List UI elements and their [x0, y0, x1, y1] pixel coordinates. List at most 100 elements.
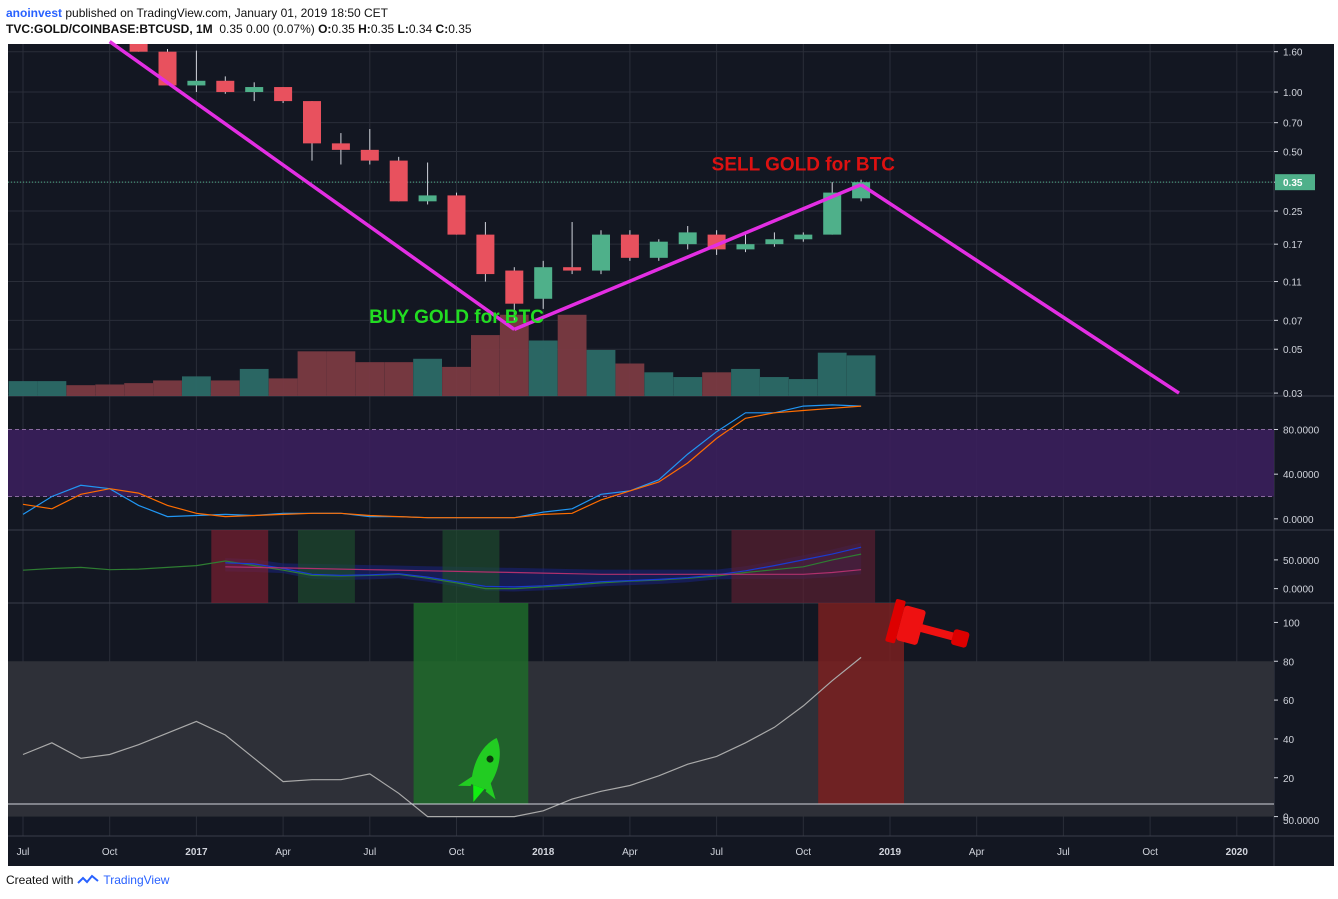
candle-body	[534, 267, 553, 299]
rocket-body	[471, 738, 500, 790]
volume-bar	[37, 381, 67, 396]
ohlc-open: 0.35	[331, 22, 355, 36]
price-tick-label: 0.50	[1283, 148, 1303, 159]
candle-body	[158, 51, 177, 86]
volume-bar	[788, 379, 818, 396]
tradingview-brand-link[interactable]: TradingView	[103, 873, 170, 887]
candle-body	[331, 143, 350, 150]
rocket-icon	[457, 738, 500, 802]
price-tick-label: 1.60	[1283, 48, 1303, 59]
symbol-label: TVC:GOLD/COINBASE:BTCUSD, 1M	[6, 22, 213, 36]
price-tick-label: 0.17	[1283, 240, 1303, 251]
time-tick-label: Oct	[449, 847, 465, 858]
time-tick-label: Jul	[363, 847, 376, 858]
publish-header: anoinvest published on TradingView.com, …	[6, 6, 472, 36]
price-tick-label: 0.70	[1283, 119, 1303, 130]
candle-body	[389, 160, 408, 202]
time-tick-label: 2019	[879, 847, 902, 858]
trendline-1	[513, 183, 862, 332]
volume-bar	[297, 351, 327, 396]
candle-body	[505, 270, 524, 304]
time-tick-label: 2017	[185, 847, 208, 858]
candle-body	[794, 234, 813, 240]
buy-annotation: BUY GOLD for BTC	[369, 307, 544, 328]
volume-bar	[326, 351, 356, 396]
time-tick-label: Jul	[710, 847, 723, 858]
candle-body	[303, 101, 321, 144]
series-line-1-1	[22, 405, 862, 519]
volume-bar	[210, 380, 240, 396]
dmi-cloud	[225, 542, 862, 592]
sell-annotation: SELL GOLD for BTC	[712, 155, 896, 176]
time-tick-label: Jul	[1057, 847, 1070, 858]
axis-tick-label: 0	[1283, 813, 1289, 824]
volume-bar	[528, 340, 558, 396]
volume-bar	[124, 383, 153, 396]
candle-body	[765, 239, 784, 245]
last-price-label: 0.35	[1283, 178, 1303, 189]
publish-info: published on TradingView.com, January 01…	[65, 6, 389, 20]
time-tick-label: 2020	[1226, 847, 1249, 858]
volume-bar	[239, 368, 269, 396]
trendline-2	[860, 183, 1180, 395]
band-fill-3	[8, 661, 1274, 817]
series-line-2-2	[225, 566, 862, 575]
volume-bar	[615, 363, 645, 396]
time-tick-label: Jul	[17, 847, 30, 858]
price-tick-label: 0.11	[1283, 278, 1302, 289]
price-axis-background	[1274, 44, 1334, 836]
axis-tick-label: 80.0000	[1283, 426, 1320, 437]
volume-bar	[731, 368, 760, 396]
candle-body	[563, 267, 582, 271]
volume-bar	[95, 384, 125, 396]
series-line-2-0	[22, 553, 862, 590]
signal-zone-0	[413, 603, 529, 804]
volume-bar	[8, 381, 38, 396]
last-price-badge	[1275, 174, 1315, 191]
series-line-3-0	[22, 656, 862, 818]
price-tick-label: 0.03	[1283, 389, 1303, 400]
rocket-window	[486, 755, 494, 763]
candle-body	[360, 149, 379, 161]
osc-lower-label: 50.0000	[1283, 816, 1320, 827]
price-tick-label: 0.25	[1283, 207, 1303, 218]
axis-tick-label: 40	[1283, 735, 1295, 746]
axis-tick-label: 0.0000	[1283, 515, 1314, 526]
ohlc-close: 0.35	[448, 22, 472, 36]
volume-bar	[268, 378, 298, 396]
volume-bar	[644, 372, 674, 396]
author-link[interactable]: anoinvest	[6, 6, 63, 20]
volume-bar	[355, 362, 385, 396]
rocket-flame	[473, 784, 485, 802]
candle-body	[447, 195, 466, 235]
axis-tick-label: 60	[1283, 696, 1295, 707]
candle-body	[129, 44, 148, 52]
time-axis-background	[8, 836, 1334, 866]
time-tick-label: Apr	[275, 847, 291, 858]
highlight-zone-1	[298, 530, 355, 603]
candle-body	[649, 241, 668, 258]
gavel-icon	[885, 599, 970, 648]
time-tick-label: Oct	[1142, 847, 1158, 858]
candle-body	[418, 195, 437, 202]
time-tick-label: Apr	[969, 847, 985, 858]
volume-bar	[442, 366, 471, 396]
volume-bar	[846, 355, 876, 396]
candle-body	[823, 192, 842, 235]
candle-body	[216, 80, 235, 93]
axis-tick-label: 50.0000	[1283, 556, 1320, 567]
price-tick-label: 0.05	[1283, 345, 1303, 356]
volume-bar	[817, 352, 847, 396]
gavel-handle	[918, 623, 956, 641]
candle-body	[592, 234, 610, 271]
time-tick-label: Oct	[796, 847, 812, 858]
candle-body	[678, 232, 697, 245]
price-tick-label: 1.00	[1283, 88, 1303, 99]
band-fill-1	[8, 429, 1274, 497]
axis-tick-label: 20	[1283, 774, 1295, 785]
candle-body	[620, 234, 639, 258]
axis-tick-label: 100	[1283, 618, 1300, 629]
rocket-fin-right	[485, 780, 496, 800]
quote-value: 0.35 0.00 (0.07%)	[219, 22, 315, 36]
